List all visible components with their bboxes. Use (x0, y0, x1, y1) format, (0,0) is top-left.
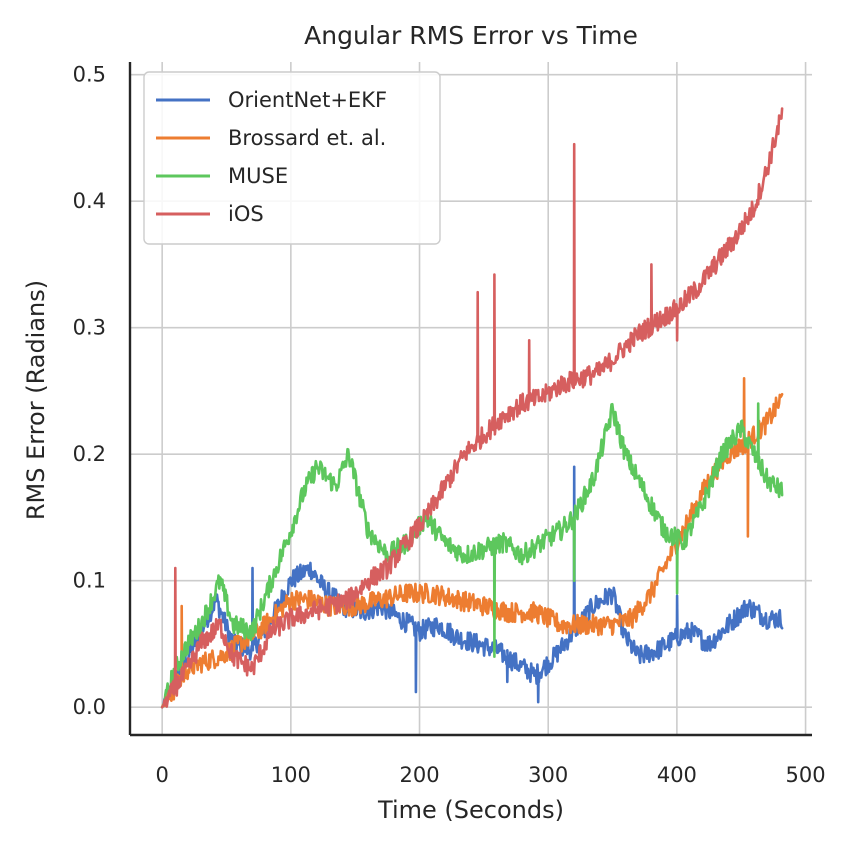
x-tick-label: 300 (528, 763, 568, 787)
x-tick-label: 0 (155, 763, 168, 787)
series-layer (160, 107, 784, 709)
legend-label-3: iOS (228, 202, 264, 226)
x-tick-label: 500 (786, 763, 826, 787)
legend-box (143, 71, 441, 245)
y-tick-label: 0.4 (73, 189, 106, 213)
y-tick-labels: 0.0 0.1 0.2 0.3 0.4 0.5 (73, 63, 106, 720)
y-tick-label: 0.0 (73, 695, 106, 719)
y-tick-label: 0.3 (73, 316, 106, 340)
x-tick-label: 100 (271, 763, 311, 787)
legend: OrientNet+EKF Brossard et. al. MUSE iOS (143, 71, 441, 245)
chart-title: Angular RMS Error vs Time (304, 21, 638, 50)
series-line-1 (160, 377, 784, 709)
x-tick-label: 400 (657, 763, 697, 787)
y-tick-label: 0.1 (73, 569, 106, 593)
y-tick-label: 0.2 (73, 442, 106, 466)
x-tick-label: 200 (399, 763, 439, 787)
x-axis-label: Time (Seconds) (377, 796, 564, 824)
y-axis-label: RMS Error (Radians) (22, 280, 50, 520)
legend-label-2: MUSE (228, 164, 288, 188)
series-line-3 (160, 107, 784, 709)
y-tick-label: 0.5 (73, 63, 106, 87)
legend-label-1: Brossard et. al. (228, 126, 386, 150)
x-tick-labels: 0 100 200 300 400 500 (155, 763, 825, 787)
legend-label-0: OrientNet+EKF (228, 88, 387, 112)
series-line-2 (160, 402, 784, 709)
